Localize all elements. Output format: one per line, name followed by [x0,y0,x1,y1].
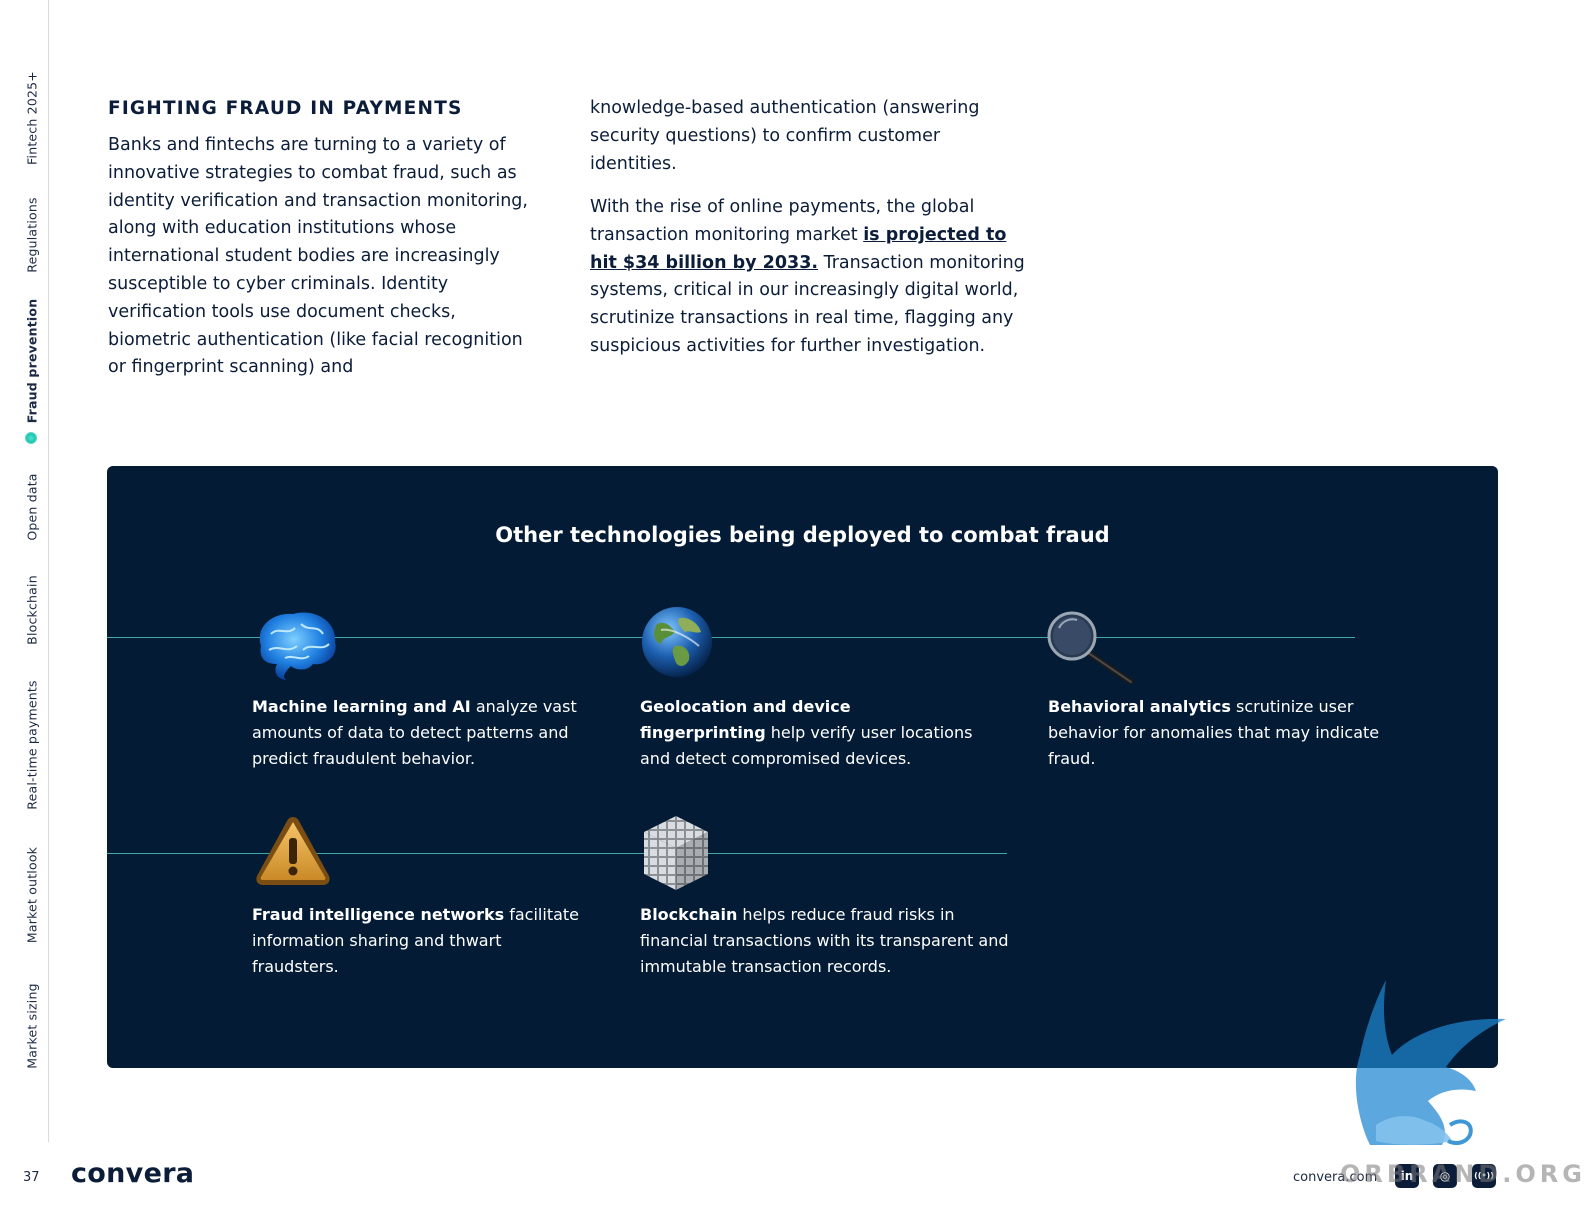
tech-description: analyze vast amounts of data to detect p… [252,697,577,768]
globe-icon [641,606,713,678]
footer-website-link[interactable]: convera.com [1293,1170,1378,1185]
tech-item-fraud-intelligence: Fraud intelligence networks facilitate i… [252,902,592,980]
tech-title: Blockchain [640,905,738,924]
technologies-panel: Other technologies being deployed to com… [107,466,1498,1068]
tech-title: Geolocation and device fingerprinting [640,697,851,742]
instagram-icon[interactable]: ◎ [1433,1164,1457,1188]
page-number: 37 [23,1170,40,1185]
watermark-text: ORBRAND.ORG [1340,1160,1584,1188]
tech-item-behavioral-analytics: Behavioral analytics scrutinize user beh… [1048,694,1388,772]
tech-item-machine-learning: Machine learning and AI analyze vast amo… [252,694,592,772]
article-column-2-paragraph-1: knowledge-based authentication (answerin… [590,98,980,174]
brain-icon [251,606,341,681]
sidebar-item-regulations[interactable]: Regulations [24,197,40,273]
sidebar-item-real-time-payments[interactable]: Real-time payments [24,680,40,810]
section-heading: FIGHTING FRAUD IN PAYMENTS [108,98,463,119]
sidebar-item-market-outlook[interactable]: Market outlook [24,846,40,944]
article-column-1: Banks and fintechs are turning to a vari… [108,135,528,378]
tech-title: Fraud intelligence networks [252,905,505,924]
article-column-2-paragraph-2: With the rise of online payments, the gl… [590,194,1030,361]
row-2-connector-line [107,853,1007,854]
blockchain-cubes-icon [640,812,712,892]
market-projection-link[interactable]: is projected to hit $34 billion by 2033. [590,224,1007,273]
sidebar-divider [48,0,49,1142]
tech-title: Machine learning and AI [252,697,471,716]
magnifier-icon [1047,610,1135,685]
tech-title: Behavioral analytics [1048,697,1231,716]
panel-title: Other technologies being deployed to com… [495,523,1110,547]
sidebar-item-fintech-2025[interactable]: Fintech 2025+ [24,71,40,165]
linkedin-icon[interactable]: in [1395,1164,1419,1188]
tech-description: facilitate information sharing and thwar… [252,905,580,976]
tech-description: scrutinize user behavior for anomalies t… [1048,697,1380,768]
sidebar-item-fraud-prevention[interactable]: Fraud prevention [24,298,40,424]
convera-logo[interactable]: convera [71,1158,195,1189]
warning-icon [254,814,332,888]
sidebar-item-market-sizing[interactable]: Market sizing [24,983,40,1069]
sidebar-item-open-data[interactable]: Open data [24,473,40,541]
tech-item-blockchain: Blockchain helps reduce fraud risks in f… [640,902,1010,980]
paragraph-text-before-link: With the rise of online payments, the gl… [590,197,975,245]
tech-item-geolocation: Geolocation and device fingerprinting he… [640,694,980,772]
tech-description: help verify user locations and detect co… [640,723,973,768]
sidebar-item-blockchain[interactable]: Blockchain [24,575,40,645]
row-1-connector-line [107,637,1355,638]
podcast-icon[interactable]: ((•)) [1472,1164,1496,1188]
paragraph-text-after-link: Transaction monitoring systems, critical… [590,252,1025,356]
griffin-watermark-icon [1330,975,1520,1165]
active-section-indicator [25,432,37,444]
tech-description: helps reduce fraud risks in financial tr… [640,905,1009,976]
